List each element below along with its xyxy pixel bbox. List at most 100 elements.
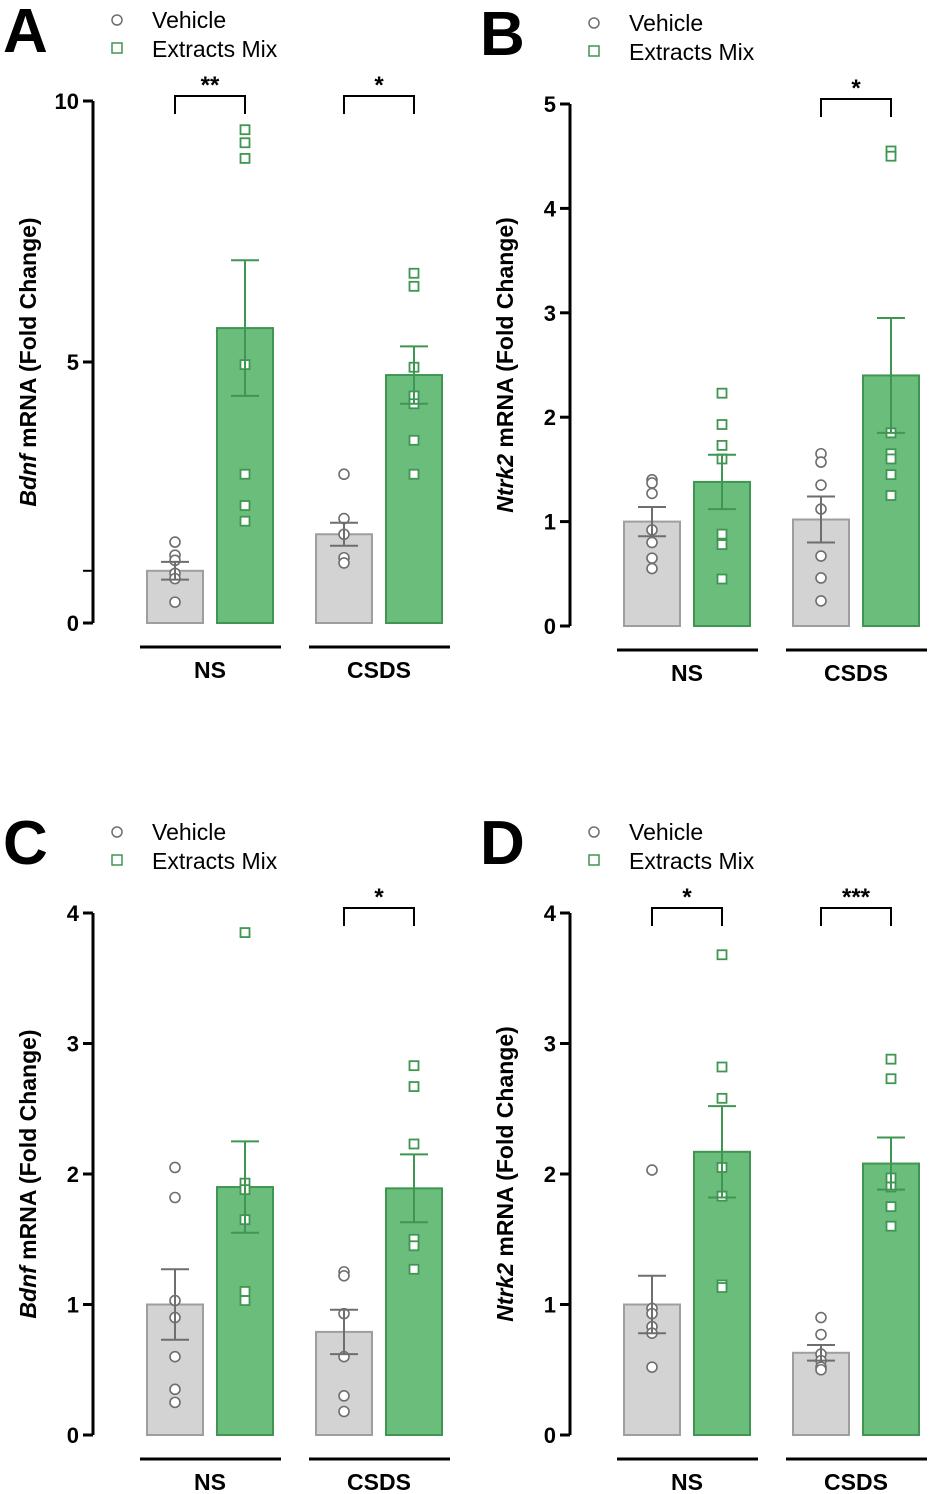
significance-bracket — [820, 907, 892, 926]
legend-vehicle-label: Vehicle — [152, 819, 226, 845]
data-point-square — [408, 1263, 420, 1275]
significance-bracket — [343, 95, 415, 114]
panel-b: B Vehicle Extracts Mix Ntrk2 mRNA (Fold Cha… — [480, 0, 927, 686]
data-point-circle — [338, 1405, 350, 1418]
y-tick-label: 5 — [544, 92, 556, 117]
y-tick-label: 2 — [544, 1162, 556, 1187]
panel-a: A Vehicle Extracts Mix Bdnf mRNA (Fold Chan… — [3, 0, 450, 683]
y-tick-label: 1 — [544, 1293, 556, 1318]
y-tick-label: 10 — [55, 89, 79, 114]
y-axis-label-gene: Bdnf — [15, 452, 41, 507]
panel-letter: D — [480, 809, 525, 878]
data-point-square — [408, 280, 420, 292]
data-point-circle — [815, 456, 827, 468]
y-axis-label: Ntrk2 mRNA (Fold Change) — [492, 1026, 518, 1322]
data-point-square — [716, 1282, 728, 1293]
y-tick-label: 4 — [544, 196, 557, 221]
y-tick-label: 0 — [67, 1423, 79, 1448]
y-axis-label-rest: mRNA (Fold Change) — [15, 217, 41, 454]
legend-extract-marker — [588, 45, 600, 57]
y-tick-label: 4 — [544, 901, 557, 926]
legend-extract-label: Extracts Mix — [152, 848, 278, 874]
y-axis-label-gene: Ntrk2 — [492, 454, 518, 513]
data-point-square — [239, 137, 251, 149]
data-point-circle — [646, 1361, 658, 1373]
data-point-circle — [169, 1383, 181, 1396]
bar-extract-csds — [385, 374, 443, 624]
y-axis-label: Bdnf mRNA (Fold Change) — [15, 1029, 41, 1318]
y-axis-label-rest: mRNA (Fold Change) — [492, 217, 518, 454]
significance-stars: ** — [201, 72, 220, 99]
y-tick-label: 2 — [544, 405, 556, 430]
data-point-square — [239, 515, 251, 527]
y-tick-label: 0 — [544, 614, 556, 639]
bar-vehicle-csds — [315, 533, 373, 625]
data-point-square — [716, 1092, 728, 1104]
data-point-circle — [338, 1269, 350, 1282]
legend-vehicle-marker — [588, 17, 600, 29]
data-point-square — [408, 267, 420, 279]
data-point-circle — [815, 1311, 827, 1324]
y-tick-label: 1 — [67, 1293, 79, 1318]
y-axis-label-gene: Bdnf — [15, 1264, 41, 1319]
y-tick-label: 4 — [67, 901, 80, 926]
significance-bracket — [343, 907, 415, 926]
data-point-square — [239, 124, 251, 136]
data-point-circle — [815, 550, 827, 562]
group-label-csds: CSDS — [824, 1469, 888, 1494]
data-point-circle — [646, 562, 658, 575]
y-tick-label: 5 — [67, 350, 79, 375]
legend-extract-marker — [111, 854, 123, 866]
data-point-square — [408, 1138, 420, 1150]
y-axis-label-rest: mRNA (Fold Change) — [15, 1029, 41, 1266]
legend-extract-label: Extracts Mix — [629, 39, 755, 65]
data-point-square — [716, 1061, 728, 1073]
data-point-circle — [815, 1363, 827, 1376]
data-point-circle — [169, 1396, 181, 1409]
data-point-square — [885, 1073, 897, 1085]
data-point-circle — [169, 1161, 181, 1174]
y-tick-label: 0 — [544, 1423, 556, 1448]
significance-stars: *** — [842, 884, 871, 911]
data-point-square — [716, 419, 728, 430]
data-point-square — [408, 1081, 420, 1092]
legend-extract-label: Extracts Mix — [629, 848, 755, 874]
legend-vehicle-label: Vehicle — [629, 10, 703, 36]
data-point-square — [239, 1286, 251, 1297]
significance-stars: * — [374, 72, 384, 99]
data-point-square — [885, 490, 897, 501]
data-point-square — [408, 434, 420, 446]
group-label-csds: CSDS — [347, 657, 411, 683]
panel-letter: A — [3, 0, 48, 66]
data-point-square — [716, 539, 728, 550]
group-label-ns: NS — [194, 657, 226, 683]
data-point-circle — [646, 536, 658, 549]
data-point-circle — [815, 572, 827, 584]
panel-c: C Vehicle Extracts Mix Bdnf mRNA (Fold Chan… — [3, 809, 450, 1494]
significance-bracket — [820, 98, 892, 117]
data-point-circle — [815, 1328, 827, 1341]
panel-d: D Vehicle Extracts Mix Ntrk2 mRNA (Fold Cha… — [480, 809, 927, 1494]
data-point-square — [885, 469, 897, 481]
data-point-square — [885, 150, 897, 162]
legend-extract-marker — [588, 854, 600, 866]
data-point-circle — [169, 596, 181, 608]
significance-stars: * — [374, 884, 384, 911]
data-point-circle — [646, 487, 658, 500]
data-point-square — [716, 439, 728, 451]
data-point-circle — [338, 557, 350, 569]
data-point-square — [239, 1295, 251, 1306]
legend-extract-label: Extracts Mix — [152, 36, 278, 62]
group-label-csds: CSDS — [347, 1469, 411, 1494]
y-tick-label: 2 — [67, 1162, 79, 1187]
y-tick-label: 0 — [67, 611, 79, 636]
group-label-ns: NS — [671, 660, 703, 686]
data-point-circle — [169, 536, 181, 548]
legend-extract-marker — [111, 42, 123, 54]
y-axis-label: Ntrk2 mRNA (Fold Change) — [492, 217, 518, 513]
data-point-circle — [646, 477, 658, 489]
y-axis-label: Bdnf mRNA (Fold Change) — [15, 217, 41, 506]
bar-extract-csds — [385, 1187, 443, 1437]
y-tick-label: 1 — [544, 510, 556, 535]
